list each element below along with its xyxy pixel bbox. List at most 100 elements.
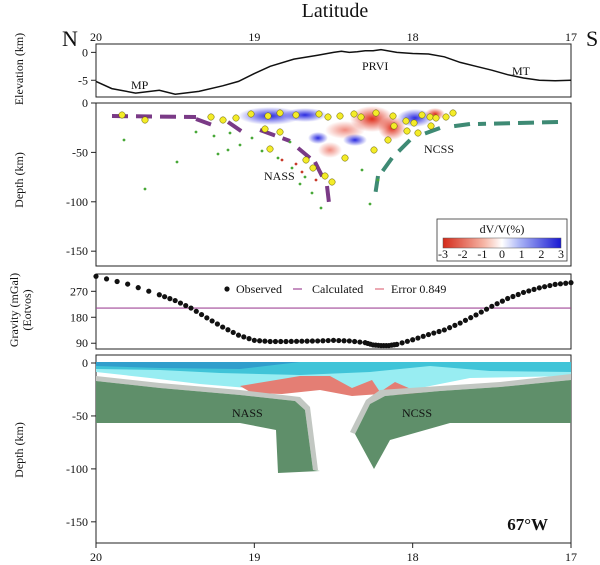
x-tick-label-bottom: 20 xyxy=(90,550,102,564)
observed-point xyxy=(568,280,574,286)
observed-point xyxy=(441,327,447,333)
ncss-slab-top xyxy=(350,374,571,434)
observed-point xyxy=(489,303,495,309)
observed-point xyxy=(447,325,453,331)
observed-point xyxy=(394,341,400,347)
observed-point xyxy=(420,333,426,339)
earthquake-point-small xyxy=(376,178,380,182)
observed-point xyxy=(172,297,178,304)
earthquake-point xyxy=(432,114,440,122)
section-y-tick-label: -50 xyxy=(72,409,88,423)
observed-point xyxy=(257,338,263,344)
tomography-y-label: Depth (km) xyxy=(12,152,26,208)
gravity-y-label: Gravity (mGal) xyxy=(7,273,21,347)
earthquake-point xyxy=(266,145,274,153)
color-scale-legend: dV/V(%) -3 -2 -1 0 1 2 3 xyxy=(436,218,568,262)
earthquake-point xyxy=(264,112,272,120)
figure-title: Latitude xyxy=(302,0,369,22)
earthquake-point xyxy=(118,111,126,119)
earthquake-points xyxy=(118,109,457,210)
observed-point xyxy=(452,322,458,328)
observed-point xyxy=(103,276,110,282)
gravity-y-tick-label: 90 xyxy=(76,336,88,350)
color-scale-ticks: -3 -2 -1 0 1 2 3 xyxy=(438,247,564,261)
color-scale-tick-label: -1 xyxy=(477,247,487,261)
color-scale-bar xyxy=(442,237,562,249)
color-scale-tick-label: -3 xyxy=(438,247,448,261)
section-axis: 0 -50 -100 -150 xyxy=(66,356,96,529)
observed-point xyxy=(183,302,189,309)
section-y-tick-label: 0 xyxy=(82,356,88,370)
observed-point xyxy=(552,281,558,287)
observed-point xyxy=(431,330,437,336)
north-label: N xyxy=(62,26,78,51)
elevation-y-tick-label: -5 xyxy=(78,73,88,87)
section-y-tick-label: -150 xyxy=(66,515,88,529)
earthquake-point-small xyxy=(319,206,323,210)
observed-point xyxy=(531,286,537,292)
x-tick-label-top: 19 xyxy=(248,30,260,44)
observed-point xyxy=(436,328,442,335)
earthquake-point xyxy=(389,112,397,120)
elevation-axis: 0 -5 xyxy=(78,45,96,87)
earthquake-point xyxy=(302,156,310,164)
color-scale-tick-label: 0 xyxy=(499,247,505,261)
observed-point xyxy=(114,278,120,285)
observed-point xyxy=(515,291,521,298)
earthquake-point-small xyxy=(360,168,364,172)
elevation-panel: Elevation (km) 0 -5 MP PRVI MT xyxy=(12,33,572,105)
earthquake-point xyxy=(403,127,411,135)
annotation-ncss-tomo: NCSS xyxy=(424,142,454,156)
observed-point xyxy=(262,338,268,344)
earthquake-point xyxy=(309,164,317,172)
annotation-mt: MT xyxy=(512,64,531,78)
legend-calculated: Calculated xyxy=(312,282,363,296)
observed-point xyxy=(135,285,141,291)
section-y-tick-label: -100 xyxy=(66,462,88,476)
annotation-nass-tomo: NASS xyxy=(264,169,295,183)
observed-point xyxy=(209,318,215,324)
observed-point xyxy=(425,331,432,338)
annotation-nass-section: NASS xyxy=(232,406,263,420)
earthquake-point xyxy=(350,110,358,118)
observed-point xyxy=(293,338,300,344)
gravity-y-tick-label: 180 xyxy=(70,310,88,324)
location-label: 67°W xyxy=(507,515,548,534)
observed-point xyxy=(167,296,173,302)
earthquake-point-small xyxy=(303,175,307,179)
observed-point xyxy=(304,338,310,344)
earthquake-point-small xyxy=(194,130,198,134)
earthquake-point xyxy=(321,172,329,180)
earthquake-point xyxy=(247,110,255,118)
earthquake-point xyxy=(276,109,284,117)
cross-section-panel: Depth (km) 0 -50 -100 -150 NASS NCSS 67°W xyxy=(12,354,572,544)
earthquake-point-small xyxy=(288,140,292,144)
x-tick-label-bottom: 19 xyxy=(248,550,260,564)
observed-point xyxy=(457,320,463,326)
color-scale-tick-label: 2 xyxy=(538,247,544,261)
observed-point xyxy=(557,281,564,287)
earthquake-point-small xyxy=(226,148,230,152)
observed-point xyxy=(93,273,99,279)
observed-point xyxy=(198,311,205,318)
earthquake-point-small xyxy=(143,187,147,191)
observed-point xyxy=(177,300,184,306)
x-tick-label-bottom: 17 xyxy=(565,550,577,564)
observed-point xyxy=(330,337,337,343)
observed-point xyxy=(125,281,131,287)
color-scale-tick-label: 3 xyxy=(558,247,564,261)
earthquake-point-small xyxy=(212,134,216,138)
earthquake-point-small xyxy=(368,202,372,206)
observed-point xyxy=(162,294,168,300)
observed-point xyxy=(193,308,199,314)
earthquake-point-small xyxy=(250,136,254,140)
earthquake-point xyxy=(357,113,365,121)
earthquake-point xyxy=(449,109,457,117)
x-tick-label-bottom: 18 xyxy=(407,550,419,564)
annotation-prvi: PRVI xyxy=(362,59,388,73)
gravity-frame xyxy=(95,273,572,350)
earthquake-point xyxy=(219,116,227,124)
tomography-y-tick-label: -150 xyxy=(66,244,88,258)
earthquake-point xyxy=(261,125,269,133)
